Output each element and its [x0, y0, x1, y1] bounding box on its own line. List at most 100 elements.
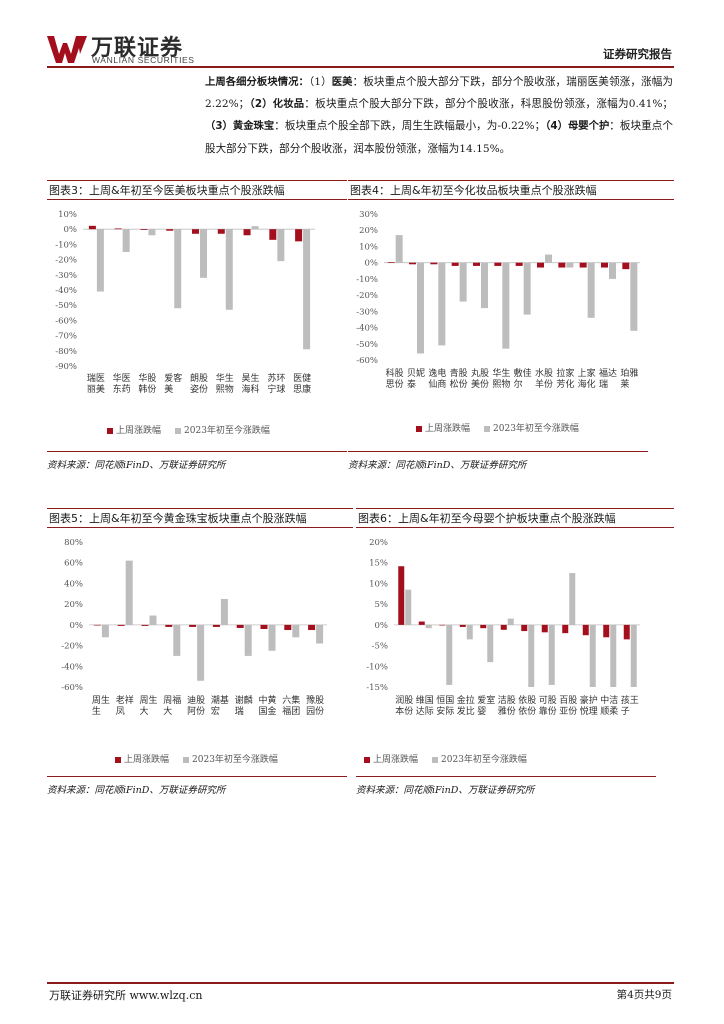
chart-legend: 上周涨跌幅 2023年初至今涨跌幅: [416, 421, 593, 434]
x-category-label: 家: [587, 367, 596, 379]
bar-weekly: [243, 229, 251, 236]
x-category-label: 份: [199, 383, 208, 395]
legend-label-ytd: 2023年初至今涨跌幅: [192, 755, 278, 765]
x-category-label: 逸: [428, 368, 437, 379]
bar-weekly: [212, 624, 220, 627]
x-category-label: 球: [276, 383, 285, 395]
y-tick-label: 20%: [359, 226, 378, 236]
x-category-label: 化: [565, 378, 574, 390]
chart-0-svg: 10% 0% -10% -20% -30% -40% -50% -60% -70% -80% -90…: [55, 210, 315, 395]
x-category-label: 中: [258, 694, 267, 706]
x-category-label: 比: [466, 705, 475, 717]
x-category-label: 生: [101, 694, 110, 706]
x-category-label: 福: [599, 367, 608, 379]
x-category-label: 园: [306, 706, 315, 717]
y-tick-label: 80%: [64, 538, 83, 548]
x-category-label: 金: [267, 705, 276, 717]
bar-weekly: [189, 624, 197, 627]
x-category-label: 百: [559, 695, 568, 706]
chart-legend: 上周涨跌幅 2023年初至今涨跌幅: [107, 423, 284, 436]
section-1-number: （1）: [308, 76, 332, 88]
bar-weekly: [601, 262, 608, 268]
x-category-label: 润: [395, 694, 404, 706]
figure-3-source: 资料来源：同花顺iFinD、万联证券研究所: [47, 451, 347, 471]
x-category-label: 悦: [580, 705, 589, 717]
bar-ytd: [589, 624, 596, 687]
y-tick-label: -20%: [55, 256, 77, 266]
report-type-label: 证券研究报告: [603, 47, 672, 61]
x-category-label: 家: [565, 367, 574, 379]
legend-swatch-weekly: [115, 756, 121, 763]
bar-weekly: [537, 262, 544, 268]
x-category-label: 熙: [492, 379, 501, 390]
bar-weekly: [500, 624, 507, 630]
legend-item-ytd: 2023年初至今涨跌幅: [484, 424, 579, 434]
footer-org: 万联证券研究所 www.wlzq.cn: [49, 989, 203, 1002]
x-category-label: 份: [480, 378, 489, 390]
x-category-label: 商: [437, 378, 446, 390]
x-category-label: 际: [425, 706, 434, 717]
y-tick-label: -15%: [366, 683, 388, 693]
bar-ytd: [630, 262, 638, 331]
x-category-label: 姿: [190, 383, 199, 395]
bar-weekly: [398, 566, 405, 625]
bar-ytd: [523, 262, 531, 315]
bar-weekly: [141, 624, 149, 626]
x-category-label: 华: [216, 372, 225, 384]
bar-weekly: [260, 624, 268, 629]
bar-weekly: [284, 624, 292, 631]
bar-ytd: [459, 262, 467, 302]
legend-item-ytd: 2023年初至今涨跌幅: [432, 755, 527, 765]
x-category-label: 股: [459, 368, 468, 379]
bar-ytd: [174, 229, 182, 309]
x-category-label: 水: [535, 367, 544, 379]
wanlian-logo-icon: [47, 36, 87, 63]
y-tick-label: -50%: [356, 340, 378, 350]
bar-weekly: [439, 624, 446, 626]
bar-weekly: [117, 624, 125, 626]
x-category-label: 科: [386, 367, 395, 379]
y-tick-label: 20%: [64, 600, 83, 610]
figure-6-source: 资料来源：同花顺iFinD、万联证券研究所: [356, 776, 656, 796]
x-category-label: 达: [608, 367, 617, 379]
legend-item-weekly: 上周涨跌幅: [107, 426, 161, 436]
y-tick-label: 10%: [369, 579, 388, 589]
x-category-label: 阿: [187, 706, 196, 717]
header-divider: [47, 66, 674, 68]
section-2-text: ：板块重点个股大部分下跌，部分个股收涨，科思股份领涨，涨幅为0.41%；: [304, 98, 674, 111]
x-category-label: 顺: [600, 706, 609, 717]
y-tick-label: -10%: [55, 240, 77, 250]
x-category-label: 客: [173, 372, 182, 384]
legend-swatch-ytd: [484, 425, 491, 432]
bar-ytd: [425, 624, 432, 629]
legend-item-weekly: 上周涨跌幅: [416, 424, 470, 434]
y-tick-label: 60%: [64, 559, 83, 569]
y-tick-label: -20%: [61, 642, 83, 652]
section-4-text: ：板块重点个股大部分下跌，部分个股收涨，润本股份领涨，涨幅为14.15%。: [205, 120, 674, 155]
chart-3-svg: 20%15%10%5%0%-5%-10%-15%润本股份维达国际恒安国际金发拉比…: [366, 538, 640, 717]
x-category-label: 发: [457, 705, 466, 717]
bar-weekly: [88, 225, 96, 230]
x-category-label: 尔: [514, 378, 523, 390]
x-category-label: 潮: [211, 694, 220, 706]
x-category-label: 可: [539, 695, 548, 706]
x-category-label: 华: [138, 372, 147, 384]
bar-weekly: [480, 624, 487, 629]
x-category-label: 福: [282, 705, 291, 717]
legend-swatch-weekly: [107, 427, 113, 434]
bar-ytd: [225, 229, 233, 310]
x-category-label: 瑞: [87, 372, 96, 384]
x-category-label: 亚: [559, 706, 568, 717]
summary-intro: 上周各细分板块情况：: [205, 76, 309, 88]
bar-weekly: [562, 624, 569, 634]
x-category-label: 医: [96, 373, 105, 384]
bar-ytd: [438, 262, 446, 346]
bar-ytd: [277, 229, 285, 262]
bar-weekly: [622, 262, 630, 270]
bar-weekly: [418, 621, 425, 625]
x-category-label: 安: [436, 705, 445, 717]
x-category-label: 股: [544, 368, 553, 379]
chart-1-svg: 30%20%10%0%-10%-20%-30%-40%-50%-60%科思股份贝…: [356, 210, 640, 390]
footer-divider: [47, 982, 674, 984]
y-tick-label: 30%: [359, 210, 378, 220]
